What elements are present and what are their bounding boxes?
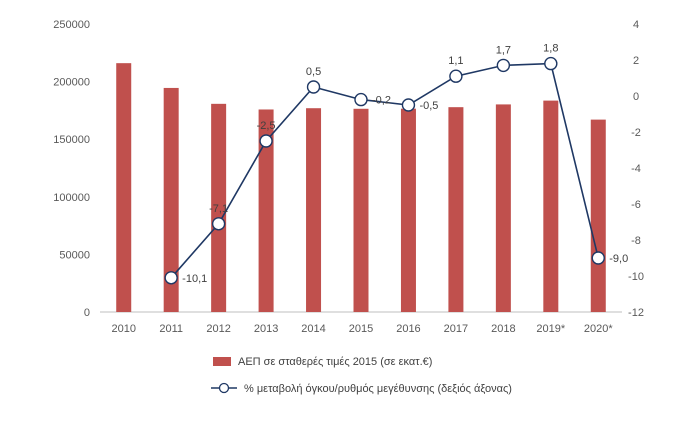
x-tick-label: 2019* [536, 323, 565, 335]
left-axis-tick-label: 150000 [53, 134, 90, 146]
bar-2020* [590, 119, 606, 312]
growth-point-2014 [306, 80, 321, 94]
line-series [164, 56, 605, 285]
legend-line-marker [218, 382, 230, 394]
growth-point-2011 [164, 271, 178, 285]
bar-2014 [306, 108, 322, 312]
bar-series [116, 63, 606, 313]
x-tick-label: 2017 [444, 323, 468, 335]
left-axis: 0 50000 100000 150000 200000 250000 [53, 19, 90, 319]
x-tick-label: 2018 [491, 323, 515, 335]
bar-2010 [116, 63, 132, 312]
x-tick-label: 2010 [111, 323, 135, 335]
x-tick-label: 2016 [396, 323, 420, 335]
x-tick-label: 2013 [254, 323, 278, 335]
bar-2019* [543, 100, 559, 312]
growth-data-label: -0,5 [419, 100, 438, 112]
right-axis-tick-label: -10 [628, 271, 644, 283]
x-tick-label: 2012 [206, 323, 230, 335]
right-axis: -12 -10 -8 -6 -4 -2 0 2 4 [628, 19, 644, 319]
legend-bar-label: ΑΕΠ σε σταθερές τιμές 2015 (σε εκατ.€) [238, 356, 432, 368]
growth-point-2018 [496, 58, 511, 73]
legend-bar-swatch [213, 357, 231, 366]
bar-2013 [258, 109, 274, 313]
bar-2011 [163, 87, 179, 312]
growth-data-label: 1,8 [543, 43, 558, 55]
growth-point-2016 [401, 98, 416, 112]
growth-point-2012 [211, 217, 226, 231]
left-axis-tick-label: 200000 [53, 77, 90, 89]
bar-2015 [353, 108, 369, 312]
bar-2016 [400, 108, 416, 312]
growth-data-label: -2,5 [257, 120, 276, 132]
x-tick-label: 2020* [584, 323, 613, 335]
right-axis-tick-label: 4 [633, 19, 639, 31]
growth-line [170, 62, 600, 279]
left-axis-tick-label: 100000 [53, 192, 90, 204]
growth-data-label: 1,7 [496, 44, 511, 56]
left-axis-tick-label: 50000 [59, 249, 90, 261]
growth-data-label: -7,1 [209, 203, 228, 215]
growth-data-label: -10,1 [182, 273, 207, 285]
bar-2018 [495, 104, 511, 312]
growth-data-label: -9,0 [609, 253, 628, 265]
legend: ΑΕΠ σε σταθερές τιμές 2015 (σε εκατ.€) %… [211, 356, 512, 395]
bar-2017 [448, 107, 464, 312]
growth-data-label: 0,5 [306, 66, 321, 78]
growth-point-2020* [591, 251, 605, 265]
legend-line-label: % μεταβολή όγκου/ρυθμός μεγέθυνσης (δεξι… [244, 383, 512, 395]
x-tick-label: 2011 [159, 323, 183, 335]
right-axis-tick-label: -4 [631, 163, 641, 175]
growth-point-2017 [449, 69, 463, 83]
right-axis-tick-label: -12 [628, 307, 644, 319]
growth-point-2013 [259, 134, 273, 148]
right-axis-tick-label: 0 [633, 91, 639, 103]
growth-data-label: 1,1 [448, 55, 463, 67]
bar-2012 [211, 103, 227, 312]
line-data-labels: -10,1 -7,1 -2,5 0,5 -0,2 -0,5 1,1 1,7 1,8 -9,0 [182, 43, 628, 285]
growth-point-2015 [354, 92, 368, 107]
right-axis-tick-label: -8 [631, 235, 641, 247]
growth-data-label: -0,2 [372, 95, 391, 107]
x-tick-label: 2014 [301, 323, 325, 335]
right-axis-tick-label: -2 [631, 127, 641, 139]
x-axis: 2010 2011 2012 2013 2014 2015 2016 2017 2018 2019… [111, 323, 613, 335]
x-tick-label: 2015 [349, 323, 373, 335]
left-axis-tick-label: 0 [84, 307, 90, 319]
growth-point-2019* [544, 56, 558, 71]
right-axis-tick-label: 2 [633, 55, 639, 67]
left-axis-tick-label: 250000 [53, 19, 90, 31]
right-axis-tick-label: -6 [631, 199, 641, 211]
